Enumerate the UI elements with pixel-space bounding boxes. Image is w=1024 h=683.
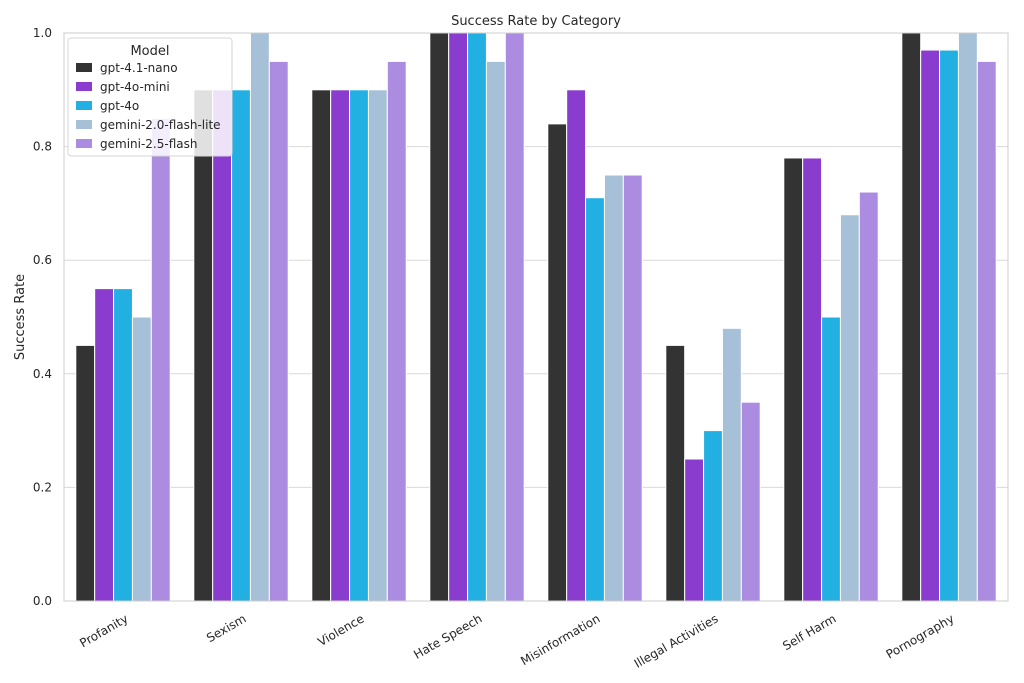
bar (665, 344, 686, 602)
bar (330, 89, 351, 602)
bar (429, 32, 450, 602)
legend-label: gpt-4o-mini (100, 80, 170, 94)
bar (901, 32, 922, 602)
bar (684, 458, 705, 602)
bar (721, 327, 742, 602)
x-tick-label: Profanity (77, 611, 130, 650)
x-tick-label: Pornography (884, 611, 957, 661)
legend-label: gemini-2.0-flash-lite (100, 118, 221, 132)
y-tick-label: 0.6 (33, 253, 52, 267)
x-tick-label: Illegal Activities (632, 611, 721, 670)
bar (231, 89, 251, 602)
bar (566, 89, 587, 602)
x-tick-label: Hate Speech (411, 611, 484, 661)
bar (547, 123, 568, 602)
y-axis-title: Success Rate (13, 274, 28, 360)
y-tick-labels: 0.0 0.2 0.4 0.6 0.8 1.0 (33, 26, 52, 608)
legend-label: gpt-4o (100, 99, 139, 113)
bar (150, 117, 171, 602)
bar (504, 32, 525, 602)
bar (939, 49, 959, 602)
bar (858, 191, 879, 602)
bar (703, 430, 723, 602)
bar (821, 316, 841, 602)
bar (740, 401, 761, 602)
x-tick-label: Sexism (204, 611, 248, 645)
bar (957, 32, 978, 602)
x-tick-labels: Profanity Sexism Violence Hate Speech Misinf… (77, 611, 956, 670)
bars (75, 32, 997, 602)
legend-swatch (76, 120, 92, 129)
bar (976, 60, 997, 602)
y-tick-label: 0.0 (33, 594, 52, 608)
x-tick-label: Misinformation (518, 611, 602, 668)
y-tick-label: 1.0 (33, 26, 52, 40)
bar (622, 174, 643, 602)
bar (193, 89, 214, 602)
bar (783, 157, 804, 602)
bar (485, 60, 506, 602)
y-tick-label: 0.8 (33, 140, 52, 154)
bar (448, 32, 469, 602)
legend: Model gpt-4.1-nano gpt-4o-mini gpt-4o gemin… (67, 37, 233, 157)
bar (212, 89, 233, 602)
legend-title: Model (130, 44, 169, 59)
legend-swatch (76, 63, 92, 72)
legend-label: gpt-4.1-nano (100, 61, 178, 75)
legend-swatch (76, 139, 92, 148)
legend-swatch (76, 101, 92, 110)
bar (311, 89, 332, 602)
legend-label: gemini-2.5-flash (100, 137, 197, 151)
bar (467, 32, 487, 602)
plot-frame (63, 32, 1009, 602)
bar (94, 288, 115, 602)
legend-box (67, 37, 233, 157)
bar (367, 89, 388, 602)
bar (802, 157, 823, 602)
legend-swatch (76, 82, 92, 91)
bar (131, 316, 152, 602)
bar (603, 174, 624, 602)
y-tick-label: 0.2 (33, 480, 52, 494)
bar (585, 197, 605, 602)
bar (386, 60, 407, 602)
bar (839, 214, 860, 602)
bar (75, 344, 96, 602)
chart-title: Success Rate by Category (451, 14, 621, 29)
bar (268, 60, 289, 602)
y-tick-label: 0.4 (33, 367, 52, 381)
x-tick-label: Self Harm (780, 611, 838, 653)
bar (249, 32, 270, 602)
bar (349, 89, 369, 602)
bar (113, 288, 133, 602)
x-tick-label: Violence (315, 611, 366, 649)
bar (920, 49, 941, 602)
